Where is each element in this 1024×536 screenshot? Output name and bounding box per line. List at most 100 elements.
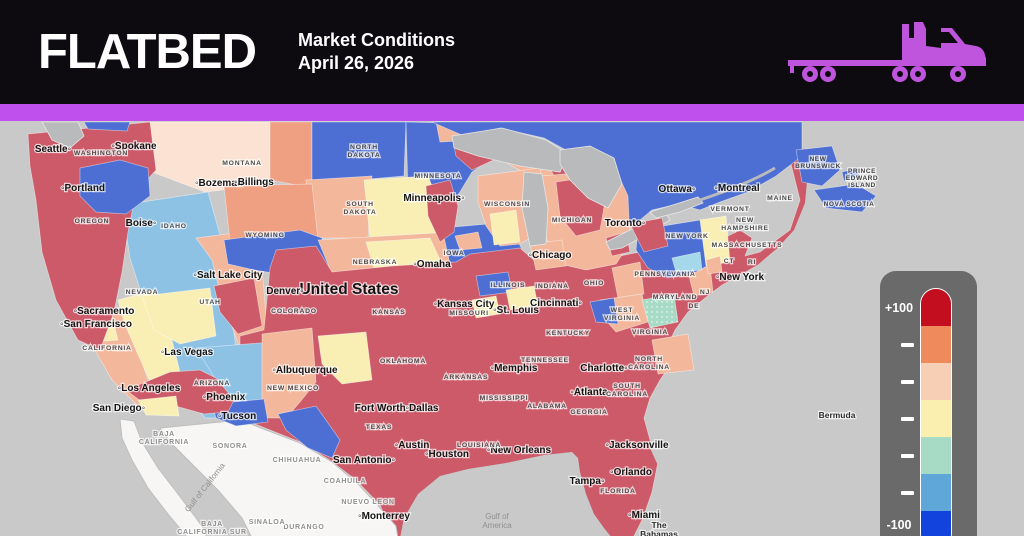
state-label: ARKANSAS xyxy=(444,374,489,381)
citie-label: ◦Salt Lake City xyxy=(193,270,263,281)
region-chicago xyxy=(529,239,567,271)
state-label: NEW MEXICO xyxy=(267,385,319,392)
subtitle-line1: Market Conditions xyxy=(298,30,456,50)
state-label: MARYLAND xyxy=(653,294,698,301)
region-east-utah xyxy=(213,277,263,335)
state-label: MONTANA xyxy=(222,160,261,167)
state-label: LOUISIANA xyxy=(457,442,501,449)
region-san-diego xyxy=(137,395,180,417)
region-charleston-wv xyxy=(589,297,619,325)
country-label: United States xyxy=(299,281,398,298)
region-central-washington xyxy=(79,159,151,215)
region-baja xyxy=(119,418,207,536)
lake-huron xyxy=(559,145,623,209)
place-label: The Bahamas xyxy=(640,520,678,536)
mexico_state-label: CHIHUAHUA xyxy=(273,457,322,464)
state-label: PENNSYLVANIA xyxy=(634,271,695,278)
citie-label: ◦New Orleans xyxy=(487,445,552,456)
legend-segment xyxy=(921,437,951,474)
state-label: TENNESSEE xyxy=(521,357,569,364)
legend-segment xyxy=(921,400,951,437)
citie-label: Tampa◦ xyxy=(569,476,604,487)
citie-label: ◦Kansas City xyxy=(434,299,495,310)
region-south-illinois xyxy=(505,285,539,311)
state-label: MAINE xyxy=(767,195,793,202)
state-label: WASHINGTON xyxy=(74,150,128,157)
page-title: FLATBED xyxy=(38,25,257,79)
citie-label: San Diego◦ xyxy=(93,403,145,414)
region-east-montana xyxy=(269,121,313,189)
state-label: ALABAMA xyxy=(527,403,567,410)
province-label: NOVA SCOTIA xyxy=(824,201,875,208)
citie-label: ◦Dallas xyxy=(405,403,438,414)
citie-label: ◦Tucson xyxy=(218,411,256,422)
state-label: VERMONT xyxy=(710,206,749,213)
citie-label: ◦Houston xyxy=(425,449,469,460)
citie-label: ◦Bozeman xyxy=(195,178,243,189)
citie-label: San Antonio◦ xyxy=(333,455,395,466)
citie-label: ◦Miami xyxy=(628,510,660,521)
citie-label: ◦St. Louis xyxy=(493,305,539,316)
citie-label: Charlotte◦ xyxy=(580,363,627,374)
citie-label: ◦Billings xyxy=(234,177,274,188)
state-label: SOUTH DAKOTA xyxy=(343,201,376,216)
citie-label: ◦Orlando xyxy=(610,467,652,478)
mexico_state-label: NUEVO LEON xyxy=(341,499,394,506)
lake-michigan xyxy=(521,171,549,247)
purple-divider xyxy=(0,104,1024,121)
citie-label: Fort Worth◦ xyxy=(355,403,409,414)
region-nova-scotia xyxy=(813,183,877,213)
state-label: OREGON xyxy=(75,218,110,225)
map-regions xyxy=(0,121,1024,536)
state-label: KANSAS xyxy=(372,309,405,316)
citie-label: Minneapolis◦ xyxy=(403,193,464,204)
state-label: CT xyxy=(724,258,735,265)
citie-label: ◦Portland xyxy=(61,183,105,194)
state-label: COLORADO xyxy=(271,308,317,315)
citie-label: ◦New York xyxy=(716,272,765,283)
region-southern-ny xyxy=(671,251,703,273)
state-label: NJ xyxy=(700,289,710,296)
state-label: VIRGINIA xyxy=(632,329,668,336)
citie-label: ◦Albuquerque xyxy=(272,365,338,376)
state-label: IDAHO xyxy=(161,223,187,230)
region-ne-new-mexico xyxy=(317,331,373,385)
state-label: MICHIGAN xyxy=(552,217,592,224)
region-central-missouri xyxy=(471,295,501,319)
puget-sound xyxy=(41,121,85,149)
state-label: MISSISSIPPI xyxy=(480,395,529,402)
legend-segment xyxy=(921,511,951,536)
water-label: Gulf of America xyxy=(482,512,512,530)
citie-label: Ottawa◦ xyxy=(659,184,696,195)
state-label: NEW HAMPSHIRE xyxy=(721,217,769,232)
citie-label: ◦Omaha xyxy=(413,259,451,270)
state-label: NEBRASKA xyxy=(353,259,398,266)
region-south-nevada xyxy=(141,287,217,345)
state-label: DE xyxy=(689,303,700,310)
citie-label: ◦Los Angeles xyxy=(118,383,181,394)
region-west-connecticut xyxy=(705,255,723,275)
region-el-paso xyxy=(277,405,341,459)
state-label: ARIZONA xyxy=(194,380,230,387)
citie-label: ◦Las Vegas xyxy=(161,347,214,358)
region-east-ohio xyxy=(611,261,645,299)
mexico_state-label: BAJA CALIFORNIA xyxy=(139,431,189,446)
mexico_state-label: BAJA CALIFORNIA SUR xyxy=(177,521,246,536)
region-baltimore-dc xyxy=(641,293,679,329)
legend-scale xyxy=(920,288,952,536)
header: FLATBED Market Conditions April 26, 2026 xyxy=(0,0,1024,104)
mexico_state-label: DURANGO xyxy=(283,524,324,531)
citie-label: ◦Chicago xyxy=(529,250,572,261)
region-vermont xyxy=(699,215,731,267)
state-label: FLORIDA xyxy=(600,488,635,495)
state-label: RI xyxy=(748,259,756,266)
state-label: INDIANA xyxy=(535,283,569,290)
mexico_state-label: COAHUILA xyxy=(324,478,367,485)
mexico_state-label: SONORA xyxy=(213,443,248,450)
citie-label: Toronto◦ xyxy=(605,218,646,229)
state-label: WISCONSIN xyxy=(484,201,530,208)
region-pei xyxy=(841,167,861,182)
subtitle: Market Conditions April 26, 2026 xyxy=(298,29,455,75)
state-label: ILLINOIS xyxy=(491,282,526,289)
